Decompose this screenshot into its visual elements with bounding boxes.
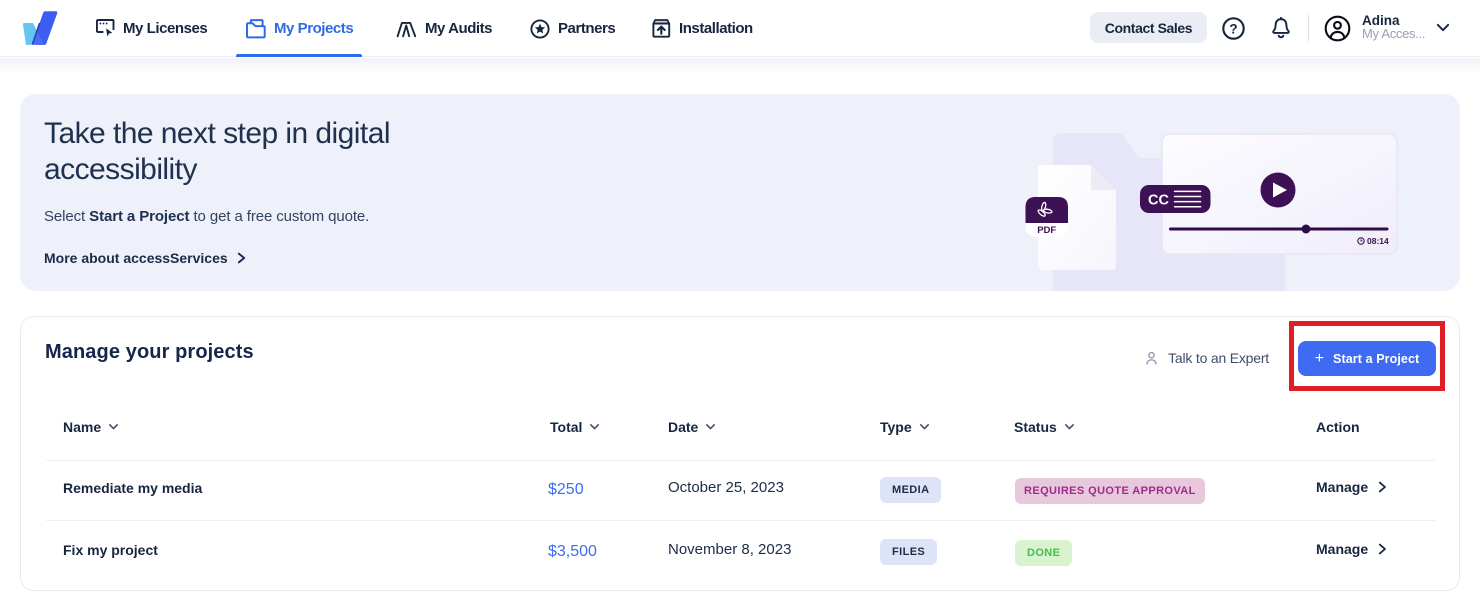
svg-text:PDF: PDF <box>1037 225 1056 236</box>
svg-text:CC: CC <box>1148 193 1169 209</box>
svg-text:08:14: 08:14 <box>1367 236 1389 246</box>
svg-text:?: ? <box>1229 21 1237 36</box>
